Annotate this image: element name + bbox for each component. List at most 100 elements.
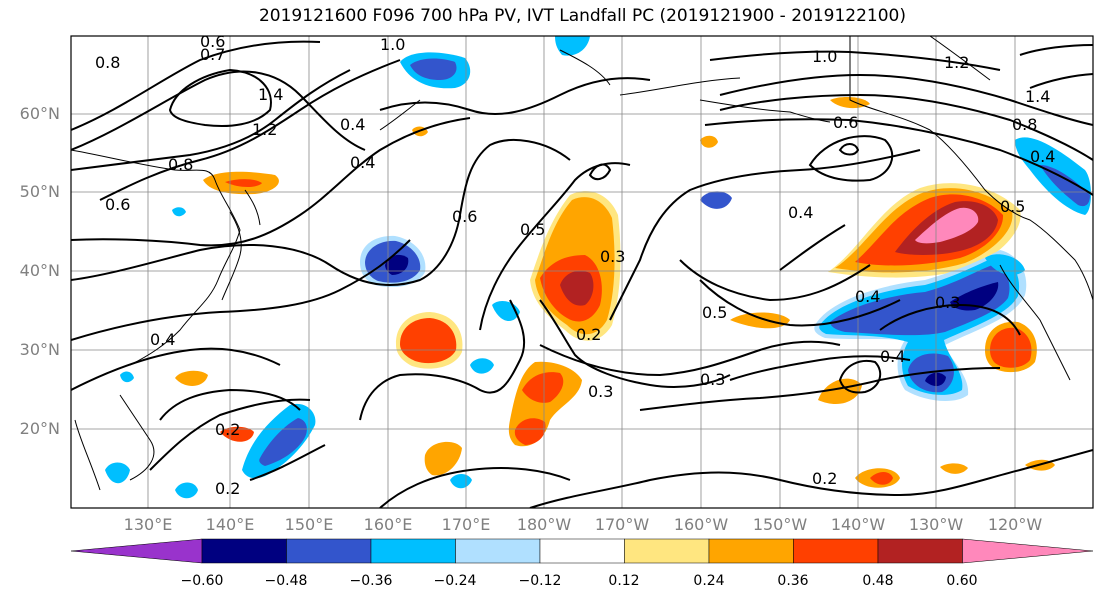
negative-anomaly-west-pacific: [385, 254, 409, 275]
contour-label: 0.2: [215, 420, 240, 439]
colorbar-segment: [793, 538, 879, 564]
positive-anomaly-patch: [870, 472, 893, 485]
lat-label-60n: 60°N: [19, 104, 60, 123]
colorbar-tick-label: −0.48: [264, 573, 308, 589]
lon-label-120w: 120°W: [987, 515, 1043, 534]
contour-label: 0.4: [880, 347, 905, 366]
colorbar: [70, 538, 1094, 564]
lon-label-150e: 150°E: [284, 515, 334, 534]
colorbar-tick-label: −0.12: [518, 573, 562, 589]
lon-label-140w: 140°W: [830, 515, 886, 534]
colorbar-tick-label: −0.60: [180, 573, 224, 589]
lat-label-50n: 50°N: [19, 182, 60, 201]
positive-anomaly-patch: [940, 463, 968, 474]
lon-label-130e: 130°E: [123, 515, 173, 534]
colorbar-segment: [624, 538, 710, 564]
positive-anomaly-patch: [175, 370, 208, 386]
contour-label: 0.6: [200, 32, 225, 51]
contour-label: 0.8: [168, 155, 193, 174]
map-gridlines: [71, 36, 1093, 508]
lon-label-140e: 140°E: [205, 515, 255, 534]
negative-anomaly-patch: [172, 207, 186, 217]
contour-label: 0.4: [150, 330, 175, 349]
contour-label: 0.8: [95, 53, 120, 72]
lon-label-150w: 150°W: [752, 515, 808, 534]
colorbar-extend-high: [962, 538, 1094, 564]
colorbar-tick-label: −0.36: [349, 573, 393, 589]
positive-anomaly-east-pacific: [990, 327, 1032, 368]
colorbar-segment: [455, 538, 541, 564]
negative-anomaly-patch: [700, 191, 732, 209]
lon-label-130w: 130°W: [908, 515, 964, 534]
contour-label: 0.4: [350, 153, 375, 172]
lat-label-40n: 40°N: [19, 261, 60, 280]
contour-label: 0.6: [452, 207, 477, 226]
map-panel: 0.8 0.6 0.7 1.0 1.4 1.2 0.8 0.6 0.4 0.4 …: [71, 32, 1093, 508]
contour-label: 0.2: [812, 469, 837, 488]
positive-anomaly-japan: [225, 179, 262, 187]
contour-label: 0.4: [1030, 147, 1055, 166]
negative-anomaly-gulf: [1040, 165, 1090, 207]
contour-label: 0.4: [855, 287, 880, 306]
contour-label: 0.6: [105, 195, 130, 214]
contour-label: 0.4: [340, 115, 365, 134]
colorbar-segment: [370, 538, 456, 564]
lon-label-180w: 180°W: [516, 515, 572, 534]
positive-anomaly-patch: [424, 441, 462, 476]
negative-anomaly-north: [555, 36, 590, 56]
positive-anomaly-patch: [818, 378, 862, 405]
colorbar-segment: [286, 538, 372, 564]
contour-label: 0.2: [215, 479, 240, 498]
contour-label: 0.5: [702, 303, 727, 322]
positive-anomaly-west-pacific: [400, 318, 457, 364]
contour-label: 0.4: [788, 203, 813, 222]
colorbar-segment: [708, 538, 794, 564]
colorbar-tick-label: −0.24: [433, 573, 477, 589]
colorbar-tick-label: 0.36: [777, 573, 809, 589]
positive-anomaly-ne-pacific: [915, 207, 979, 244]
contour-label: 1.2: [252, 120, 277, 139]
contour-label: 0.5: [1000, 197, 1025, 216]
positive-anomaly-dateline: [560, 270, 594, 306]
colorbar-tick-label: 0.60: [946, 573, 978, 589]
colorbar-segment: [201, 538, 287, 564]
negative-anomaly-subtropics: [259, 418, 307, 466]
contour-label: 0.6: [833, 113, 858, 132]
map-title: 2019121600 F096 700 hPa PV, IVT Landfall…: [258, 6, 906, 26]
positive-anomaly-central: [522, 372, 564, 403]
negative-anomaly-patch: [105, 462, 130, 484]
positive-anomaly-patch: [220, 426, 254, 442]
negative-anomaly-patch: [450, 474, 472, 489]
positive-anomaly-patch: [730, 312, 790, 329]
contour-label: 0.8: [1012, 115, 1037, 134]
contour-label: 1.0: [380, 35, 405, 54]
lon-label-170e: 170°E: [441, 515, 491, 534]
contour-label: 0.3: [600, 247, 625, 266]
lat-label-30n: 30°N: [19, 340, 60, 359]
anomaly-shading: [105, 36, 1091, 499]
negative-anomaly-patch: [120, 371, 134, 383]
lon-label-170w: 170°W: [594, 515, 650, 534]
positive-anomaly-central: [514, 418, 546, 445]
colorbar-extend-low: [70, 538, 203, 564]
contour-label: 0.3: [935, 293, 960, 312]
positive-anomaly-patch: [830, 96, 870, 109]
colorbar-tick-label: 0.24: [693, 573, 725, 589]
negative-anomaly-patch: [175, 482, 198, 499]
contour-label: 0.2: [576, 325, 601, 344]
map-frame: [70, 35, 1094, 509]
lon-label-160w: 160°W: [673, 515, 729, 534]
contour-label: 0.7: [200, 45, 225, 64]
negative-anomaly-patch: [470, 358, 494, 374]
negative-anomaly-east-pacific: [925, 372, 946, 387]
colorbar-segment: [877, 538, 963, 564]
contour-label: 0.3: [588, 382, 613, 401]
colorbar-segment: [539, 538, 625, 564]
colorbar-tick-label: 0.48: [862, 573, 894, 589]
contour-label: 0.5: [520, 220, 545, 239]
positive-anomaly-patch: [700, 135, 718, 148]
lat-label-20n: 20°N: [19, 419, 60, 438]
negative-anomaly-east-pacific: [830, 264, 1010, 336]
contour-labels: 0.8 0.6 0.7 1.0 1.4 1.2 0.8 0.6 0.4 0.4 …: [95, 32, 1055, 498]
